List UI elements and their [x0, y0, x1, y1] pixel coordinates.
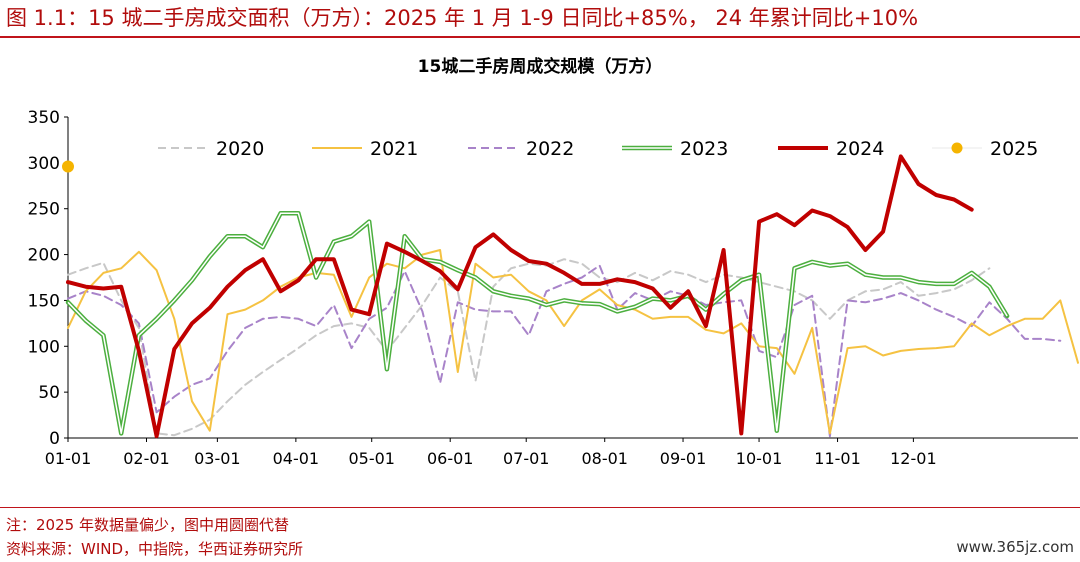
source-note: 资料来源：WIND，中指院，华西证券研究所	[6, 540, 304, 558]
watermark: www.365jz.com	[956, 538, 1074, 556]
series-2020-line	[67, 258, 991, 437]
legend-2025-swatch	[951, 142, 963, 154]
series-2025-point	[62, 160, 74, 173]
x-tick-label: 03-01	[194, 449, 241, 468]
series-2024-line	[66, 154, 974, 439]
figure-title: 图 1.1：15 城二手房成交面积（万方）：2025 年 1 月 1-9 日同比…	[6, 6, 919, 30]
series-layer	[62, 154, 1079, 439]
y-tick-label: 250	[28, 200, 60, 220]
legend: 2020 2021 2022 2023 2024 2025	[158, 138, 1038, 160]
series-2021-line	[67, 249, 1079, 435]
y-tick-label: 0	[49, 429, 60, 449]
line-chart: 15城二手房周成交规模（万方） 0 50 100 150 200 250 300 350 01-…	[28, 56, 1079, 468]
x-tick-label: 11-01	[814, 449, 861, 468]
axes: 0 50 100 150 200 250 300 350 01-01 02-01 03-01 04-0…	[28, 108, 1078, 468]
x-tick-label: 02-01	[123, 449, 170, 468]
x-tick-label: 09-01	[660, 449, 707, 468]
y-tick-label: 300	[28, 154, 60, 174]
x-tick-label: 10-01	[736, 449, 783, 468]
x-tick-label: 01-01	[45, 449, 92, 468]
x-tick-label: 12-01	[890, 449, 937, 468]
legend-2023-label: 2023	[680, 138, 728, 160]
y-tick-label: 150	[28, 291, 60, 311]
series-2022-line	[67, 264, 1062, 438]
chart-title: 15城二手房周成交规模（万方）	[418, 56, 663, 77]
y-tick-label: 200	[28, 246, 60, 266]
x-tick-label: 04-01	[273, 449, 320, 468]
x-tick-label: 06-01	[427, 449, 474, 468]
x-tick-label: 05-01	[348, 449, 395, 468]
legend-2022-label: 2022	[526, 138, 574, 160]
bottom-rule	[0, 507, 1080, 508]
legend-2024-label: 2024	[836, 138, 884, 160]
x-tick-label: 08-01	[581, 449, 628, 468]
chart-area: 15城二手房周成交规模（万方） 0 50 100 150 200 250 300 350 01-…	[0, 40, 1080, 505]
legend-2021-label: 2021	[370, 138, 418, 160]
top-rule	[0, 36, 1080, 38]
x-tick-label: 07-01	[503, 449, 550, 468]
y-tick-label: 350	[28, 108, 60, 128]
y-tick-label: 50	[38, 383, 60, 403]
chart-note: 注：2025 年数据量偏少，图中用圆圈代替	[6, 516, 289, 534]
legend-2025-label: 2025	[990, 138, 1038, 160]
legend-2020-label: 2020	[216, 138, 264, 160]
y-tick-label: 100	[28, 337, 60, 357]
series-2023-line-inner	[67, 212, 1008, 435]
